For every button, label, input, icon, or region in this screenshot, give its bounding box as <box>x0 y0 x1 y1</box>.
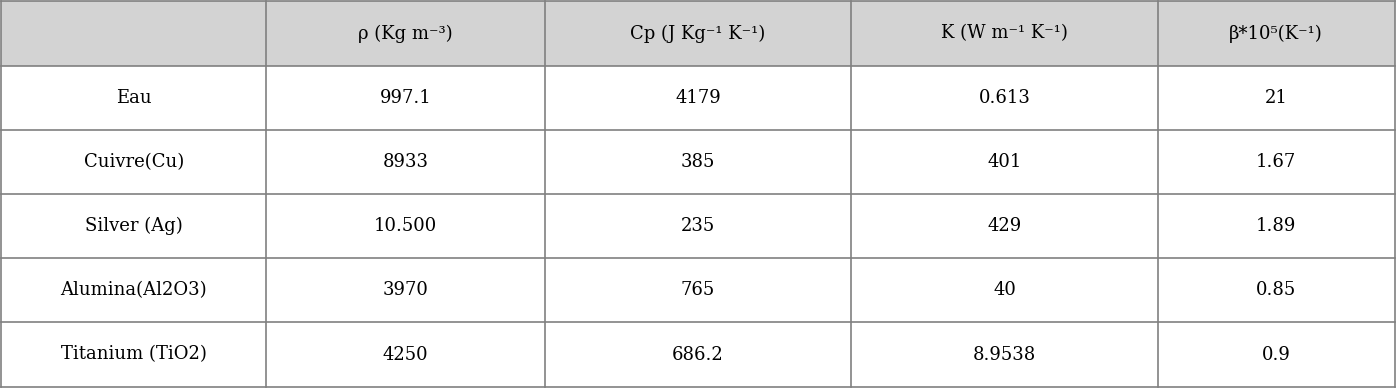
Bar <box>544 66 852 130</box>
Text: 3970: 3970 <box>383 281 429 299</box>
Text: 0.9: 0.9 <box>1262 345 1291 364</box>
Bar <box>852 258 1157 322</box>
Bar <box>1 66 267 130</box>
Text: 686.2: 686.2 <box>671 345 725 364</box>
Bar <box>852 66 1157 130</box>
Bar <box>1 322 267 386</box>
Bar <box>267 258 544 322</box>
Text: 385: 385 <box>681 153 715 171</box>
Text: 429: 429 <box>987 217 1022 235</box>
Text: 997.1: 997.1 <box>380 89 431 107</box>
Text: Cp (J Kg⁻¹ K⁻¹): Cp (J Kg⁻¹ K⁻¹) <box>631 24 765 43</box>
Text: β*10⁵(K⁻¹): β*10⁵(K⁻¹) <box>1230 24 1323 43</box>
Bar <box>544 322 852 386</box>
Bar <box>267 66 544 130</box>
Bar <box>1157 2 1395 66</box>
Text: 10.500: 10.500 <box>374 217 437 235</box>
Bar <box>852 2 1157 66</box>
Text: 0.613: 0.613 <box>979 89 1030 107</box>
Bar <box>544 194 852 258</box>
Text: Eau: Eau <box>116 89 152 107</box>
Bar <box>267 322 544 386</box>
Text: Cuivre(Cu): Cuivre(Cu) <box>84 153 184 171</box>
Text: 21: 21 <box>1265 89 1287 107</box>
Bar <box>852 194 1157 258</box>
Text: K (W m⁻¹ K⁻¹): K (W m⁻¹ K⁻¹) <box>941 24 1068 43</box>
Bar <box>1 194 267 258</box>
Text: 1.67: 1.67 <box>1256 153 1297 171</box>
Text: Titanium (TiO2): Titanium (TiO2) <box>61 345 207 364</box>
Text: 4179: 4179 <box>676 89 720 107</box>
Text: 40: 40 <box>993 281 1016 299</box>
Bar <box>1 2 267 66</box>
Bar <box>267 2 544 66</box>
Bar <box>267 194 544 258</box>
Bar <box>852 322 1157 386</box>
Text: 1.89: 1.89 <box>1256 217 1297 235</box>
Bar <box>1157 258 1395 322</box>
Text: 8.9538: 8.9538 <box>973 345 1036 364</box>
Text: Silver (Ag): Silver (Ag) <box>85 217 183 235</box>
Text: Alumina(Al2O3): Alumina(Al2O3) <box>60 281 207 299</box>
Text: 401: 401 <box>987 153 1022 171</box>
Bar <box>544 2 852 66</box>
Bar <box>1157 194 1395 258</box>
Bar <box>267 130 544 194</box>
Text: 4250: 4250 <box>383 345 429 364</box>
Bar <box>1157 66 1395 130</box>
Text: 235: 235 <box>681 217 715 235</box>
Text: 8933: 8933 <box>383 153 429 171</box>
Text: 765: 765 <box>681 281 715 299</box>
Bar <box>852 130 1157 194</box>
Text: ρ (Kg m⁻³): ρ (Kg m⁻³) <box>359 24 452 43</box>
Bar <box>544 130 852 194</box>
Bar <box>544 258 852 322</box>
Bar <box>1 258 267 322</box>
Text: 0.85: 0.85 <box>1256 281 1297 299</box>
Bar <box>1157 130 1395 194</box>
Bar <box>1 130 267 194</box>
Bar <box>1157 322 1395 386</box>
